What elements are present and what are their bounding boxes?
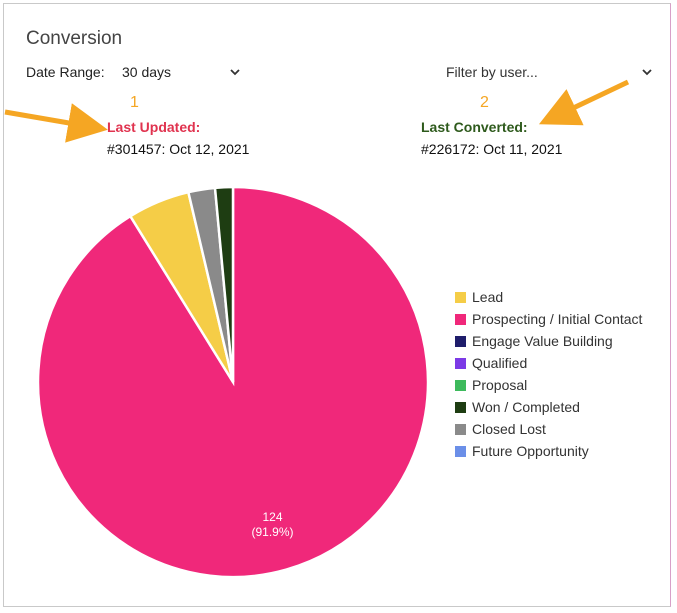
legend-item-prospecting-initial-contact[interactable]: Prospecting / Initial Contact — [455, 308, 642, 330]
chevron-down-icon — [230, 69, 240, 76]
legend-item-engage-value-building[interactable]: Engage Value Building — [455, 330, 642, 352]
last-updated-value: #301457: Oct 12, 2021 — [107, 141, 250, 157]
legend-swatch — [455, 445, 466, 457]
filter-user-select[interactable]: Filter by user... — [440, 60, 654, 84]
legend-swatch — [455, 291, 466, 303]
filter-user-value: Filter by user... — [446, 64, 538, 80]
chevron-down-icon — [642, 69, 652, 76]
legend-label: Prospecting / Initial Contact — [472, 311, 643, 327]
annotation-number-2: 2 — [480, 94, 489, 111]
pie-slice-won-completed[interactable] — [213, 185, 235, 383]
last-converted-label: Last Converted: — [421, 119, 528, 135]
legend-label: Engage Value Building — [472, 333, 613, 349]
chart-legend: Lead Prospecting / Initial Contact Engage … — [455, 286, 642, 462]
arrow-icon — [538, 79, 630, 126]
last-updated-label: Last Updated: — [107, 119, 201, 135]
slice-value-label: 124 — [262, 510, 282, 524]
legend-label: Future Opportunity — [472, 443, 589, 459]
legend-label: Qualified — [472, 355, 528, 371]
legend-item-lead[interactable]: Lead — [455, 286, 642, 308]
legend-label: Won / Completed — [472, 399, 580, 415]
date-range-value: 30 days — [122, 64, 172, 80]
annotation-number-1: 1 — [130, 94, 139, 111]
legend-swatch — [455, 423, 466, 435]
legend-item-closed-lost[interactable]: Closed Lost — [455, 418, 642, 440]
legend-item-won-completed[interactable]: Won / Completed — [455, 396, 642, 418]
legend-item-qualified[interactable]: Qualified — [455, 352, 642, 374]
last-converted-value: #226172: Oct 11, 2021 — [421, 141, 563, 157]
date-range-select[interactable]: 30 days — [112, 60, 242, 84]
arrow-icon — [4, 103, 108, 143]
legend-swatch — [455, 357, 466, 369]
date-range-label: Date Range: — [26, 64, 105, 80]
legend-swatch — [455, 379, 466, 391]
legend-swatch — [455, 313, 466, 325]
page-title: Conversion — [26, 28, 123, 49]
legend-item-proposal[interactable]: Proposal — [455, 374, 642, 396]
legend-label: Closed Lost — [472, 421, 546, 437]
slice-percent-label: (91.9%) — [251, 525, 293, 539]
conversion-panel — [3, 3, 671, 607]
legend-label: Proposal — [472, 377, 528, 393]
legend-swatch — [455, 401, 466, 413]
legend-label: Lead — [472, 289, 504, 305]
legend-item-future-opportunity[interactable]: Future Opportunity — [455, 440, 642, 462]
legend-swatch — [455, 335, 466, 347]
